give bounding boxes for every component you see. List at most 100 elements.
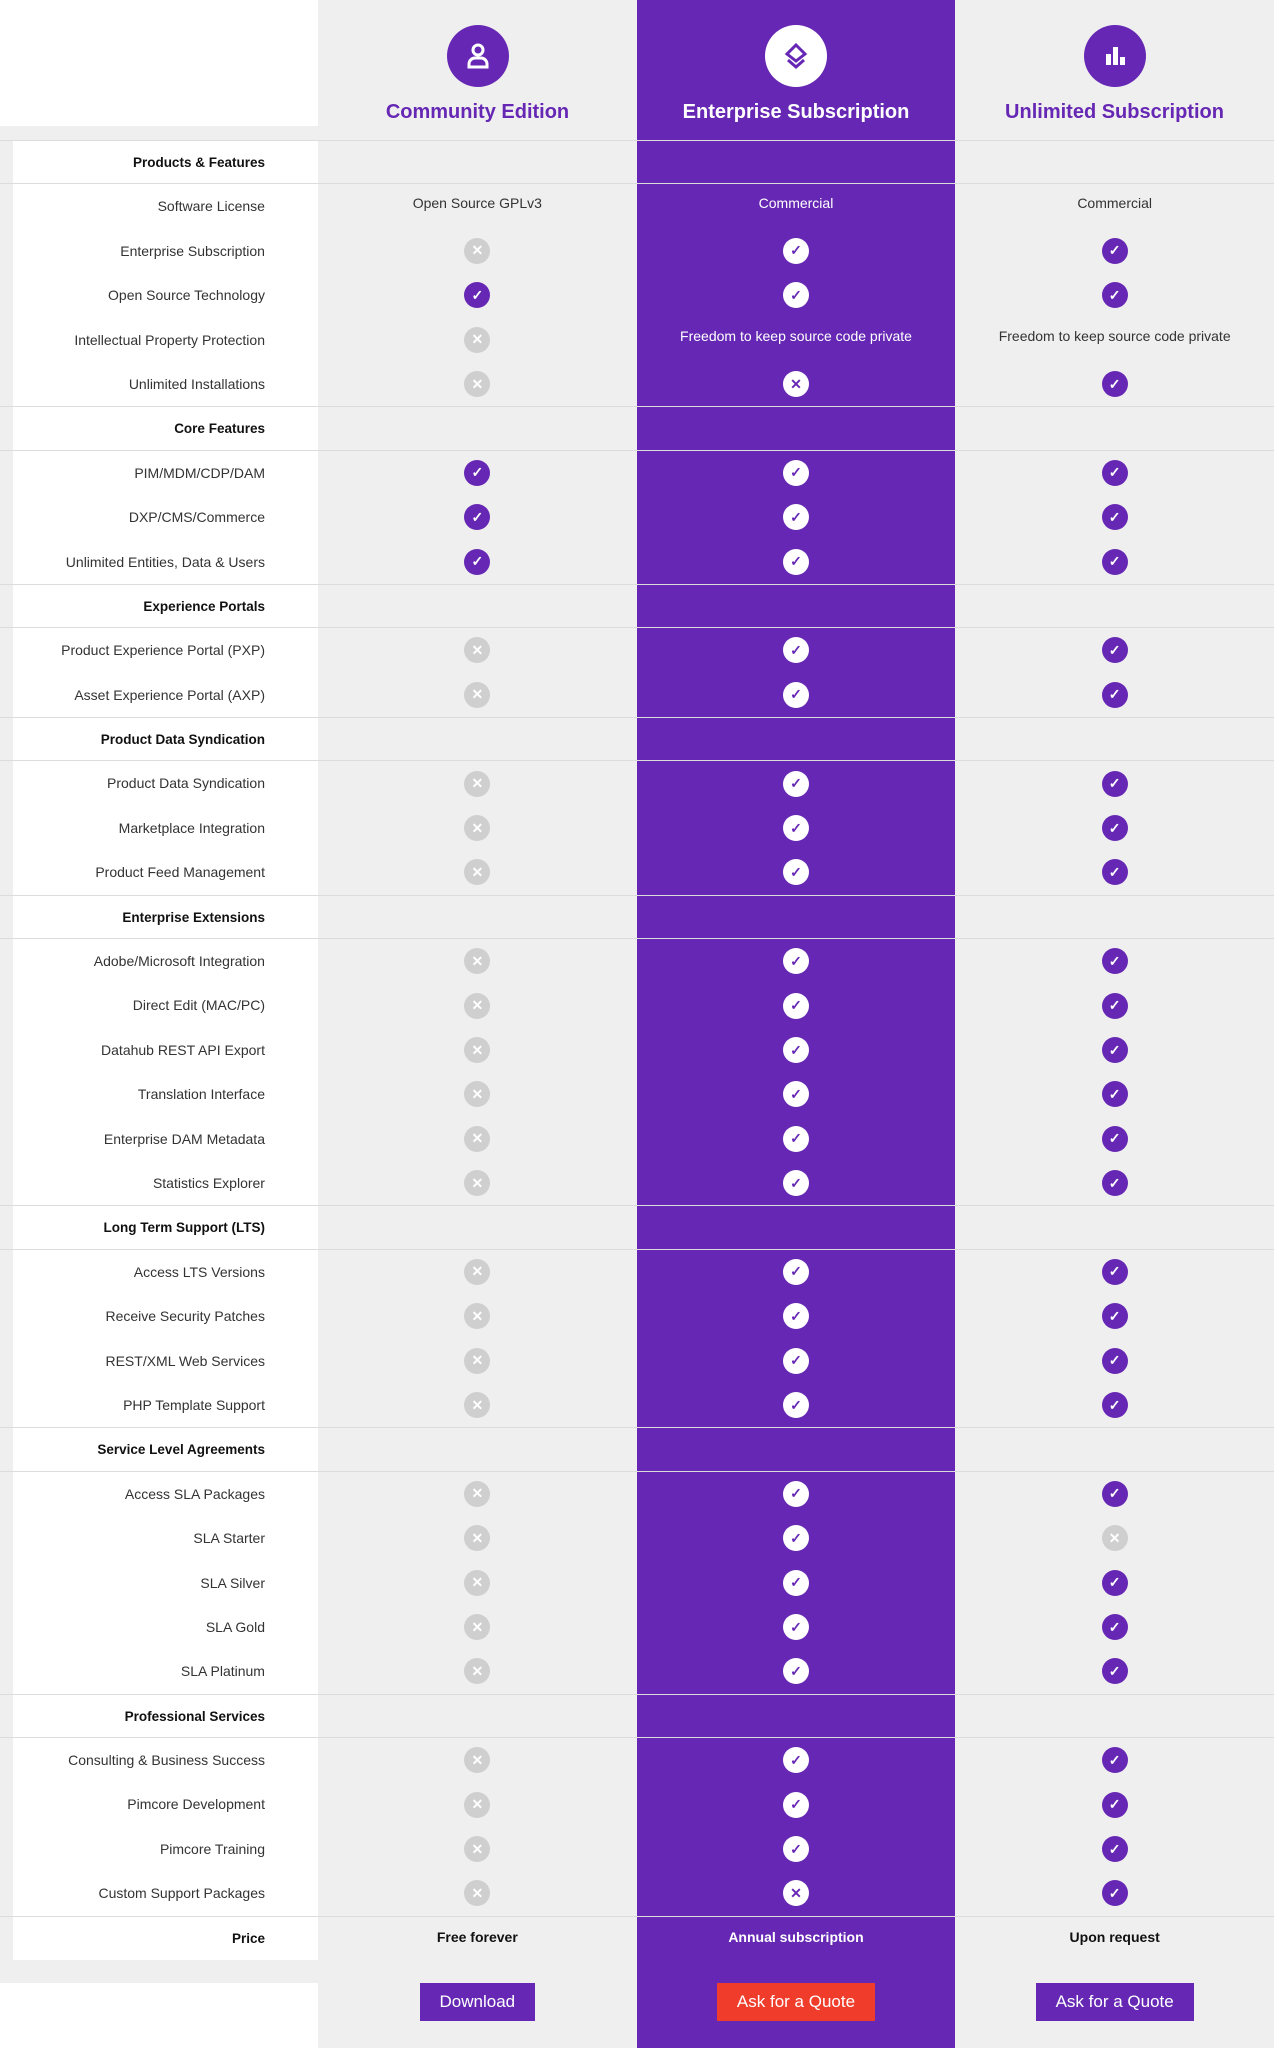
check-icon: ✓ (1101, 1037, 1128, 1063)
feature-cell: ✕ (318, 1161, 637, 1205)
feature-row: Product Feed Management ✕ ✓ ✓ (0, 850, 1274, 895)
feature-label: Marketplace Integration (13, 805, 318, 851)
feature-value-text: Freedom to keep source code private (998, 327, 1231, 344)
check-icon: ✓ (782, 770, 809, 797)
check-icon: ✓ (1101, 815, 1128, 842)
feature-row: Custom Support Packages ✕ ✕ ✓ (0, 1871, 1274, 1916)
feature-row: Enterprise Subscription ✕ ✓ ✓ (0, 228, 1274, 274)
feature-row: SLA Platinum ✕ ✓ ✓ (0, 1649, 1274, 1694)
feature-cell: ✓ (637, 495, 956, 539)
feature-label: Enterprise DAM Metadata (13, 1116, 318, 1161)
feature-cell: ✓ (955, 1871, 1274, 1915)
feature-label: Custom Support Packages (13, 1871, 318, 1916)
cross-icon: ✕ (464, 1791, 491, 1818)
check-icon: ✓ (782, 948, 809, 975)
section-title: Products & Features (13, 141, 318, 184)
feature-value-text: Open Source GPLv3 (412, 194, 542, 211)
feature-cell: ✓ (955, 983, 1274, 1027)
feature-cell: ✓ (637, 273, 956, 317)
feature-cell: ✕ (955, 1516, 1274, 1560)
feature-cell: ✕ (318, 1871, 637, 1915)
section-cell (637, 407, 956, 449)
feature-cell: ✓ (637, 1294, 956, 1338)
cross-icon: ✕ (464, 1347, 491, 1374)
feature-label: Access SLA Packages (13, 1471, 318, 1517)
download-button[interactable]: Download (419, 1983, 536, 2021)
cross-icon: ✕ (464, 1658, 491, 1685)
check-icon: ✓ (782, 1525, 809, 1552)
feature-cell: ✓ (955, 628, 1274, 672)
cross-icon: ✕ (464, 1170, 491, 1197)
feature-cell: ✓ (637, 850, 956, 894)
feature-cell: ✓ (637, 1250, 956, 1294)
section-cell (318, 896, 637, 938)
enterprise-quote-button[interactable]: Ask for a Quote (716, 1983, 876, 2021)
check-icon: ✓ (782, 1480, 809, 1507)
feature-cell: ✕ (318, 983, 637, 1027)
action-row: Download Ask for a Quote Ask for a Quote (0, 1983, 1274, 2048)
feature-cell: Freedom to keep source code private (955, 318, 1274, 362)
feature-label: Enterprise Subscription (13, 228, 318, 274)
feature-cell: ✓ (955, 761, 1274, 805)
check-icon: ✓ (782, 459, 809, 486)
unlimited-quote-button[interactable]: Ask for a Quote (1035, 1983, 1194, 2021)
plan-header-unlimited: Unlimited Subscription (955, 0, 1274, 140)
check-icon: ✓ (1101, 1081, 1128, 1108)
section-header: Core Features (0, 406, 1274, 451)
price-value: Upon request (1069, 1928, 1160, 1945)
check-icon: ✓ (1101, 504, 1128, 531)
section-header: Product Data Syndication (0, 717, 1274, 762)
feature-cell: ✓ (955, 1649, 1274, 1693)
price-label: Price (13, 1916, 318, 1961)
check-icon: ✓ (1101, 1480, 1128, 1507)
check-icon: ✓ (464, 459, 491, 486)
feature-label: Statistics Explorer (13, 1160, 318, 1206)
check-icon: ✓ (1101, 1880, 1128, 1907)
feature-cell: ✓ (955, 1827, 1274, 1871)
check-icon: ✓ (464, 282, 491, 309)
section-title: Experience Portals (13, 584, 318, 628)
feature-label: REST/XML Web Services (13, 1338, 318, 1383)
check-icon: ✓ (1101, 1170, 1128, 1197)
feature-cell: ✕ (318, 761, 637, 805)
section-cell (637, 1428, 956, 1470)
feature-row: Receive Security Patches ✕ ✓ ✓ (0, 1294, 1274, 1339)
feature-label: Software License (13, 184, 318, 229)
check-icon: ✓ (782, 1303, 809, 1330)
section-title: Core Features (13, 407, 318, 450)
feature-cell: ✕ (318, 1782, 637, 1826)
enterprise-column (637, 0, 955, 2048)
check-icon: ✓ (1101, 371, 1128, 398)
feature-cell: ✓ (637, 806, 956, 850)
feature-cell: ✕ (318, 1605, 637, 1649)
cross-icon: ✕ (464, 326, 491, 353)
cross-icon: ✕ (464, 815, 491, 842)
cross-icon: ✕ (464, 237, 491, 264)
feature-label: Adobe/Microsoft Integration (13, 939, 318, 984)
feature-cell: ✕ (318, 1339, 637, 1383)
feature-cell: ✓ (955, 1782, 1274, 1826)
check-icon: ✓ (782, 815, 809, 842)
feature-cell: ✓ (955, 1072, 1274, 1116)
check-icon: ✓ (1101, 770, 1128, 797)
section-cell (637, 585, 956, 627)
feature-cell: ✕ (318, 1738, 637, 1782)
check-icon: ✓ (1101, 237, 1128, 264)
feature-cell: ✓ (637, 628, 956, 672)
section-cell (637, 1695, 956, 1737)
price-value: Annual subscription (728, 1928, 864, 1945)
check-icon: ✓ (782, 1569, 809, 1596)
feature-cell: ✕ (318, 1072, 637, 1116)
section-header: Long Term Support (LTS) (0, 1205, 1274, 1250)
plan-title: Unlimited Subscription (1005, 101, 1224, 123)
feature-label: Direct Edit (MAC/PC) (13, 983, 318, 1028)
feature-label: Product Data Syndication (13, 761, 318, 806)
feature-cell: ✓ (955, 1294, 1274, 1338)
cross-icon: ✕ (464, 681, 491, 708)
feature-row: Marketplace Integration ✕ ✓ ✓ (0, 805, 1274, 851)
feature-value-text: Commercial (1077, 194, 1152, 211)
user-icon (446, 25, 509, 87)
feature-cell: ✓ (637, 1561, 956, 1605)
section-cell (955, 896, 1274, 938)
section-title: Professional Services (13, 1694, 318, 1738)
